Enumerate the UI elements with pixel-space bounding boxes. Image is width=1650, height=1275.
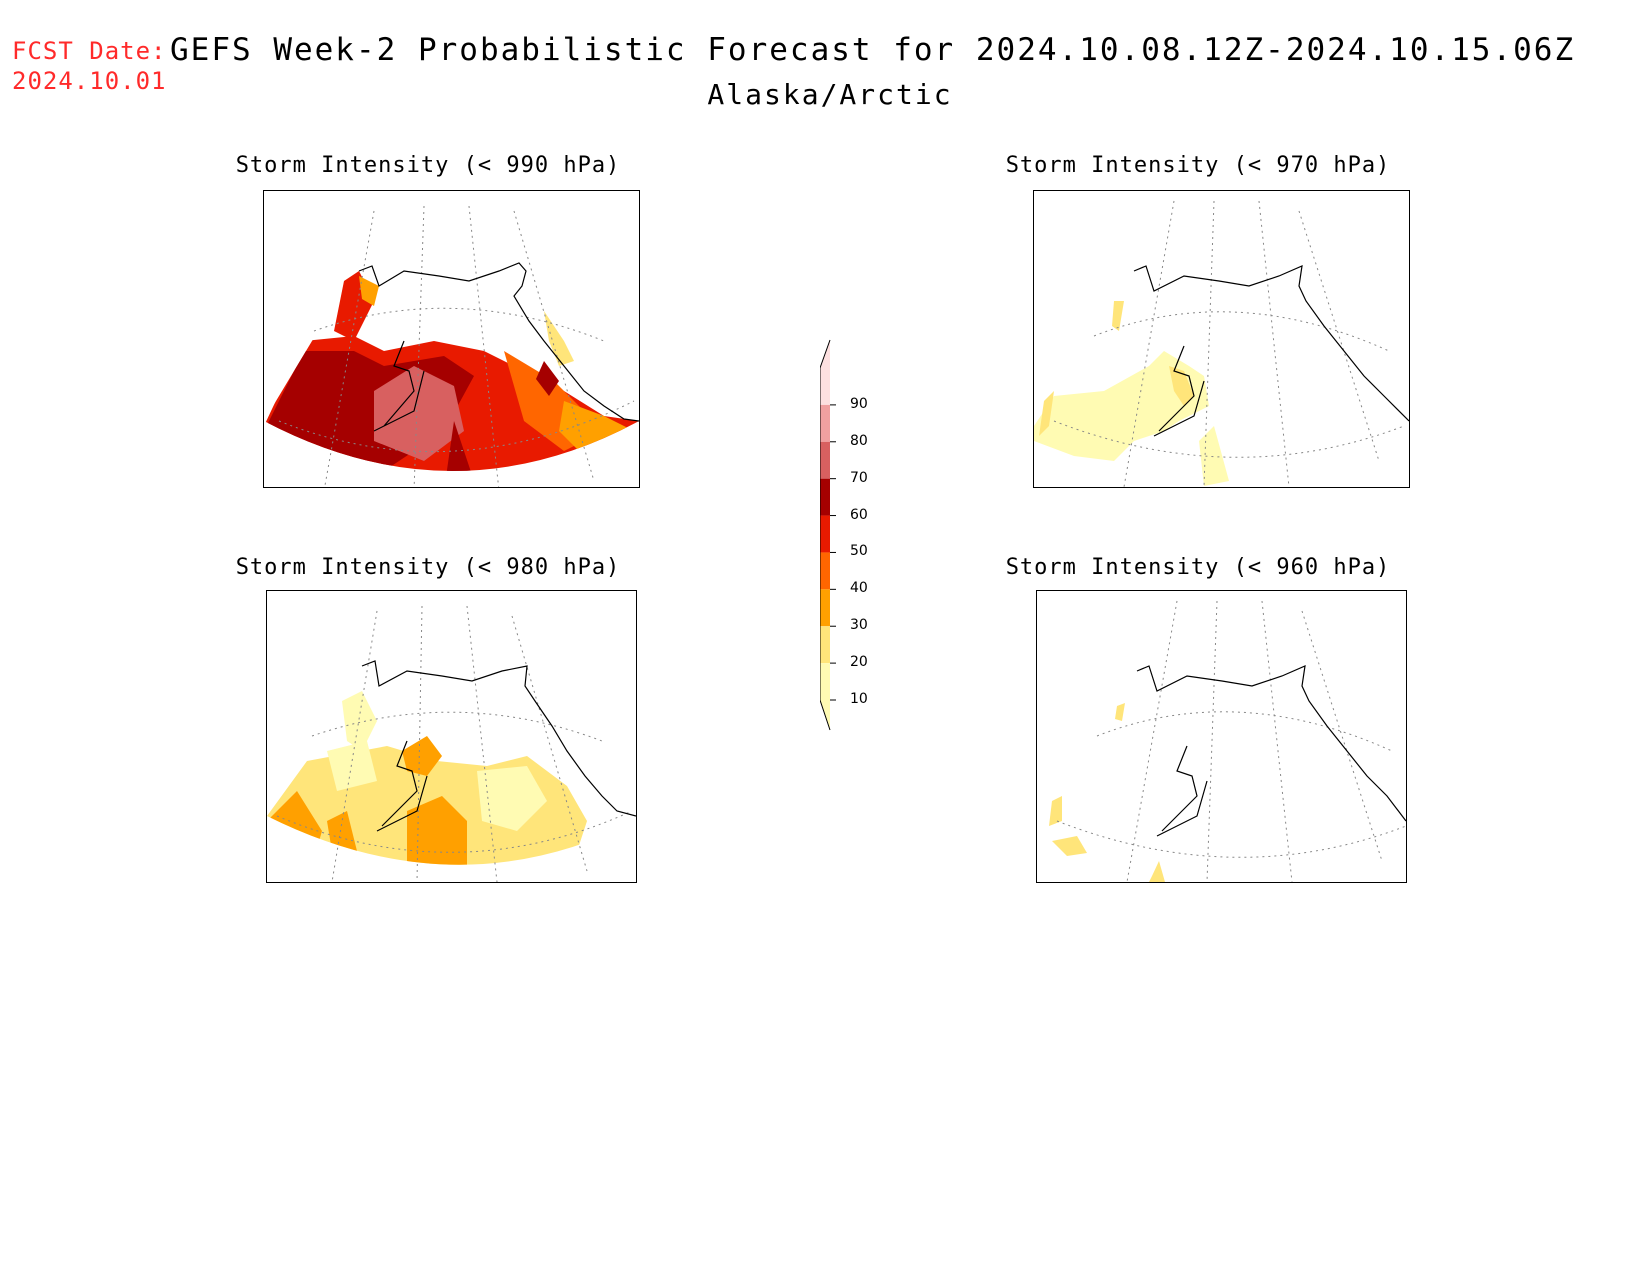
panel-title-980: Storm Intensity (< 980 hPa) <box>235 555 621 580</box>
coastline-960 <box>1136 665 1406 837</box>
colorbar-bin <box>820 589 830 627</box>
colorbar-bin <box>820 368 830 405</box>
colorbar-bin <box>820 663 830 700</box>
colorbar: 10 20 30 40 50 60 70 80 90 <box>819 330 900 750</box>
colorbar-bin <box>820 478 830 516</box>
map-panel-970 <box>1033 190 1410 488</box>
figure-subtitle: Alaska/Arctic <box>707 78 953 111</box>
colorbar-bin <box>820 552 830 590</box>
colorbar-label: 60 <box>850 506 868 523</box>
colorbar-label: 70 <box>850 469 868 486</box>
colorbar-label: 90 <box>850 395 868 412</box>
panel-title-960: Storm Intensity (< 960 hPa) <box>1005 555 1391 580</box>
coastline-970 <box>1133 265 1409 437</box>
fcst-date: FCST Date: 2024.10.01 <box>12 36 167 96</box>
panel-title-970: Storm Intensity (< 970 hPa) <box>1005 153 1391 178</box>
fcst-date-label: FCST Date: <box>12 37 167 65</box>
colorbar-label: 10 <box>850 691 868 707</box>
colorbar-label: 20 <box>850 654 868 671</box>
colorbar-bin <box>820 404 830 442</box>
map-panel-960 <box>1036 590 1407 883</box>
map-panel-990 <box>263 190 640 488</box>
colorbar-label: 80 <box>850 432 868 449</box>
coastline-980 <box>361 660 636 832</box>
colorbar-bin <box>820 626 830 664</box>
figure-title: GEFS Week-2 Probabilistic Forecast for 2… <box>170 32 1576 68</box>
map-panel-980 <box>266 590 637 883</box>
coastline-990 <box>358 262 639 432</box>
colorbar-label: 50 <box>850 543 868 560</box>
fcst-date-value: 2024.10.01 <box>12 67 167 95</box>
panel-title-990: Storm Intensity (< 990 hPa) <box>235 153 621 178</box>
colorbar-bin <box>820 515 830 553</box>
colorbar-label: 30 <box>850 617 868 634</box>
colorbar-bin <box>820 441 830 479</box>
colorbar-label: 40 <box>850 580 868 597</box>
